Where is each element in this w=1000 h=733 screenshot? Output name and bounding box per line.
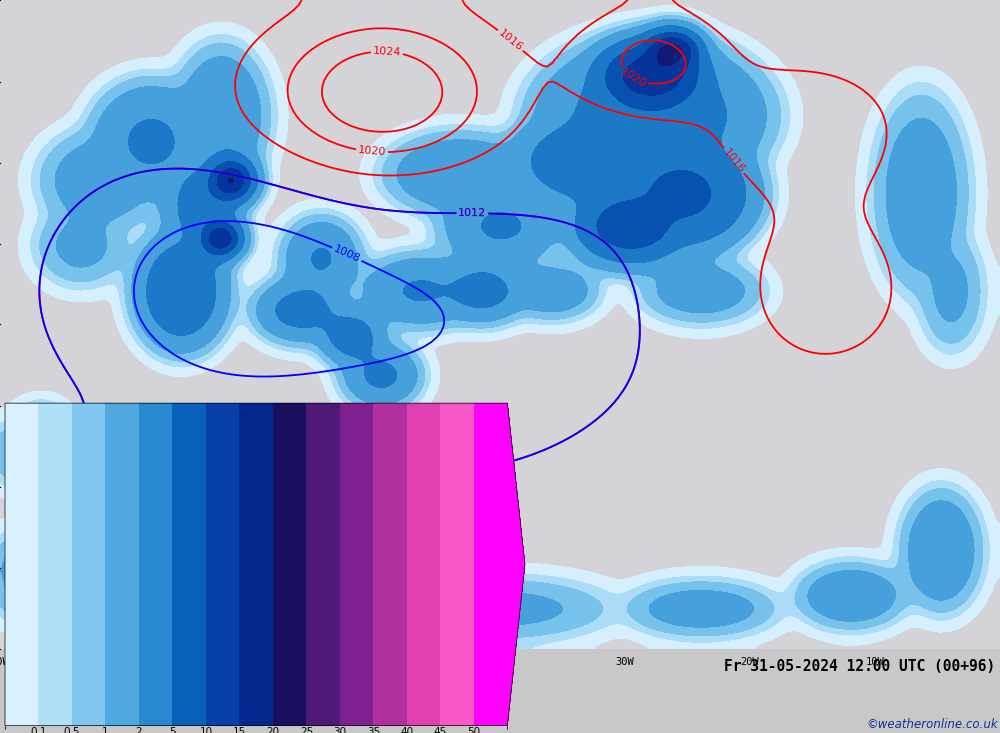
Polygon shape <box>0 509 130 649</box>
Text: 10W: 10W <box>866 657 884 667</box>
Bar <box>0 0 5 649</box>
Text: Fr 31-05-2024 12.00 UTC (00+96): Fr 31-05-2024 12.00 UTC (00+96) <box>724 659 995 674</box>
Text: 1024: 1024 <box>373 46 401 57</box>
Text: 30W: 30W <box>616 657 634 667</box>
Polygon shape <box>305 10 328 38</box>
Text: 80W: 80W <box>0 657 9 667</box>
Text: 1020: 1020 <box>619 67 648 90</box>
Bar <box>995 0 1000 649</box>
Text: Precipitation (12h) [mm] ECMWF: Precipitation (12h) [mm] ECMWF <box>5 659 268 675</box>
Text: 1016: 1016 <box>721 147 746 175</box>
Text: 1020: 1020 <box>357 145 386 158</box>
PathPatch shape <box>507 403 525 726</box>
Polygon shape <box>870 0 1000 649</box>
Text: 1012: 1012 <box>458 208 486 218</box>
Text: 1008: 1008 <box>141 546 170 560</box>
Polygon shape <box>0 0 130 649</box>
Text: 50W: 50W <box>366 657 384 667</box>
Text: 40W: 40W <box>491 657 509 667</box>
Text: 60W: 60W <box>241 657 259 667</box>
Text: 1016: 1016 <box>497 28 525 53</box>
Text: 1012: 1012 <box>458 208 486 218</box>
Text: 70W: 70W <box>116 657 134 667</box>
Text: 20W: 20W <box>741 657 759 667</box>
Text: ©weatheronline.co.uk: ©weatheronline.co.uk <box>866 718 998 732</box>
Text: 1008: 1008 <box>332 244 362 265</box>
